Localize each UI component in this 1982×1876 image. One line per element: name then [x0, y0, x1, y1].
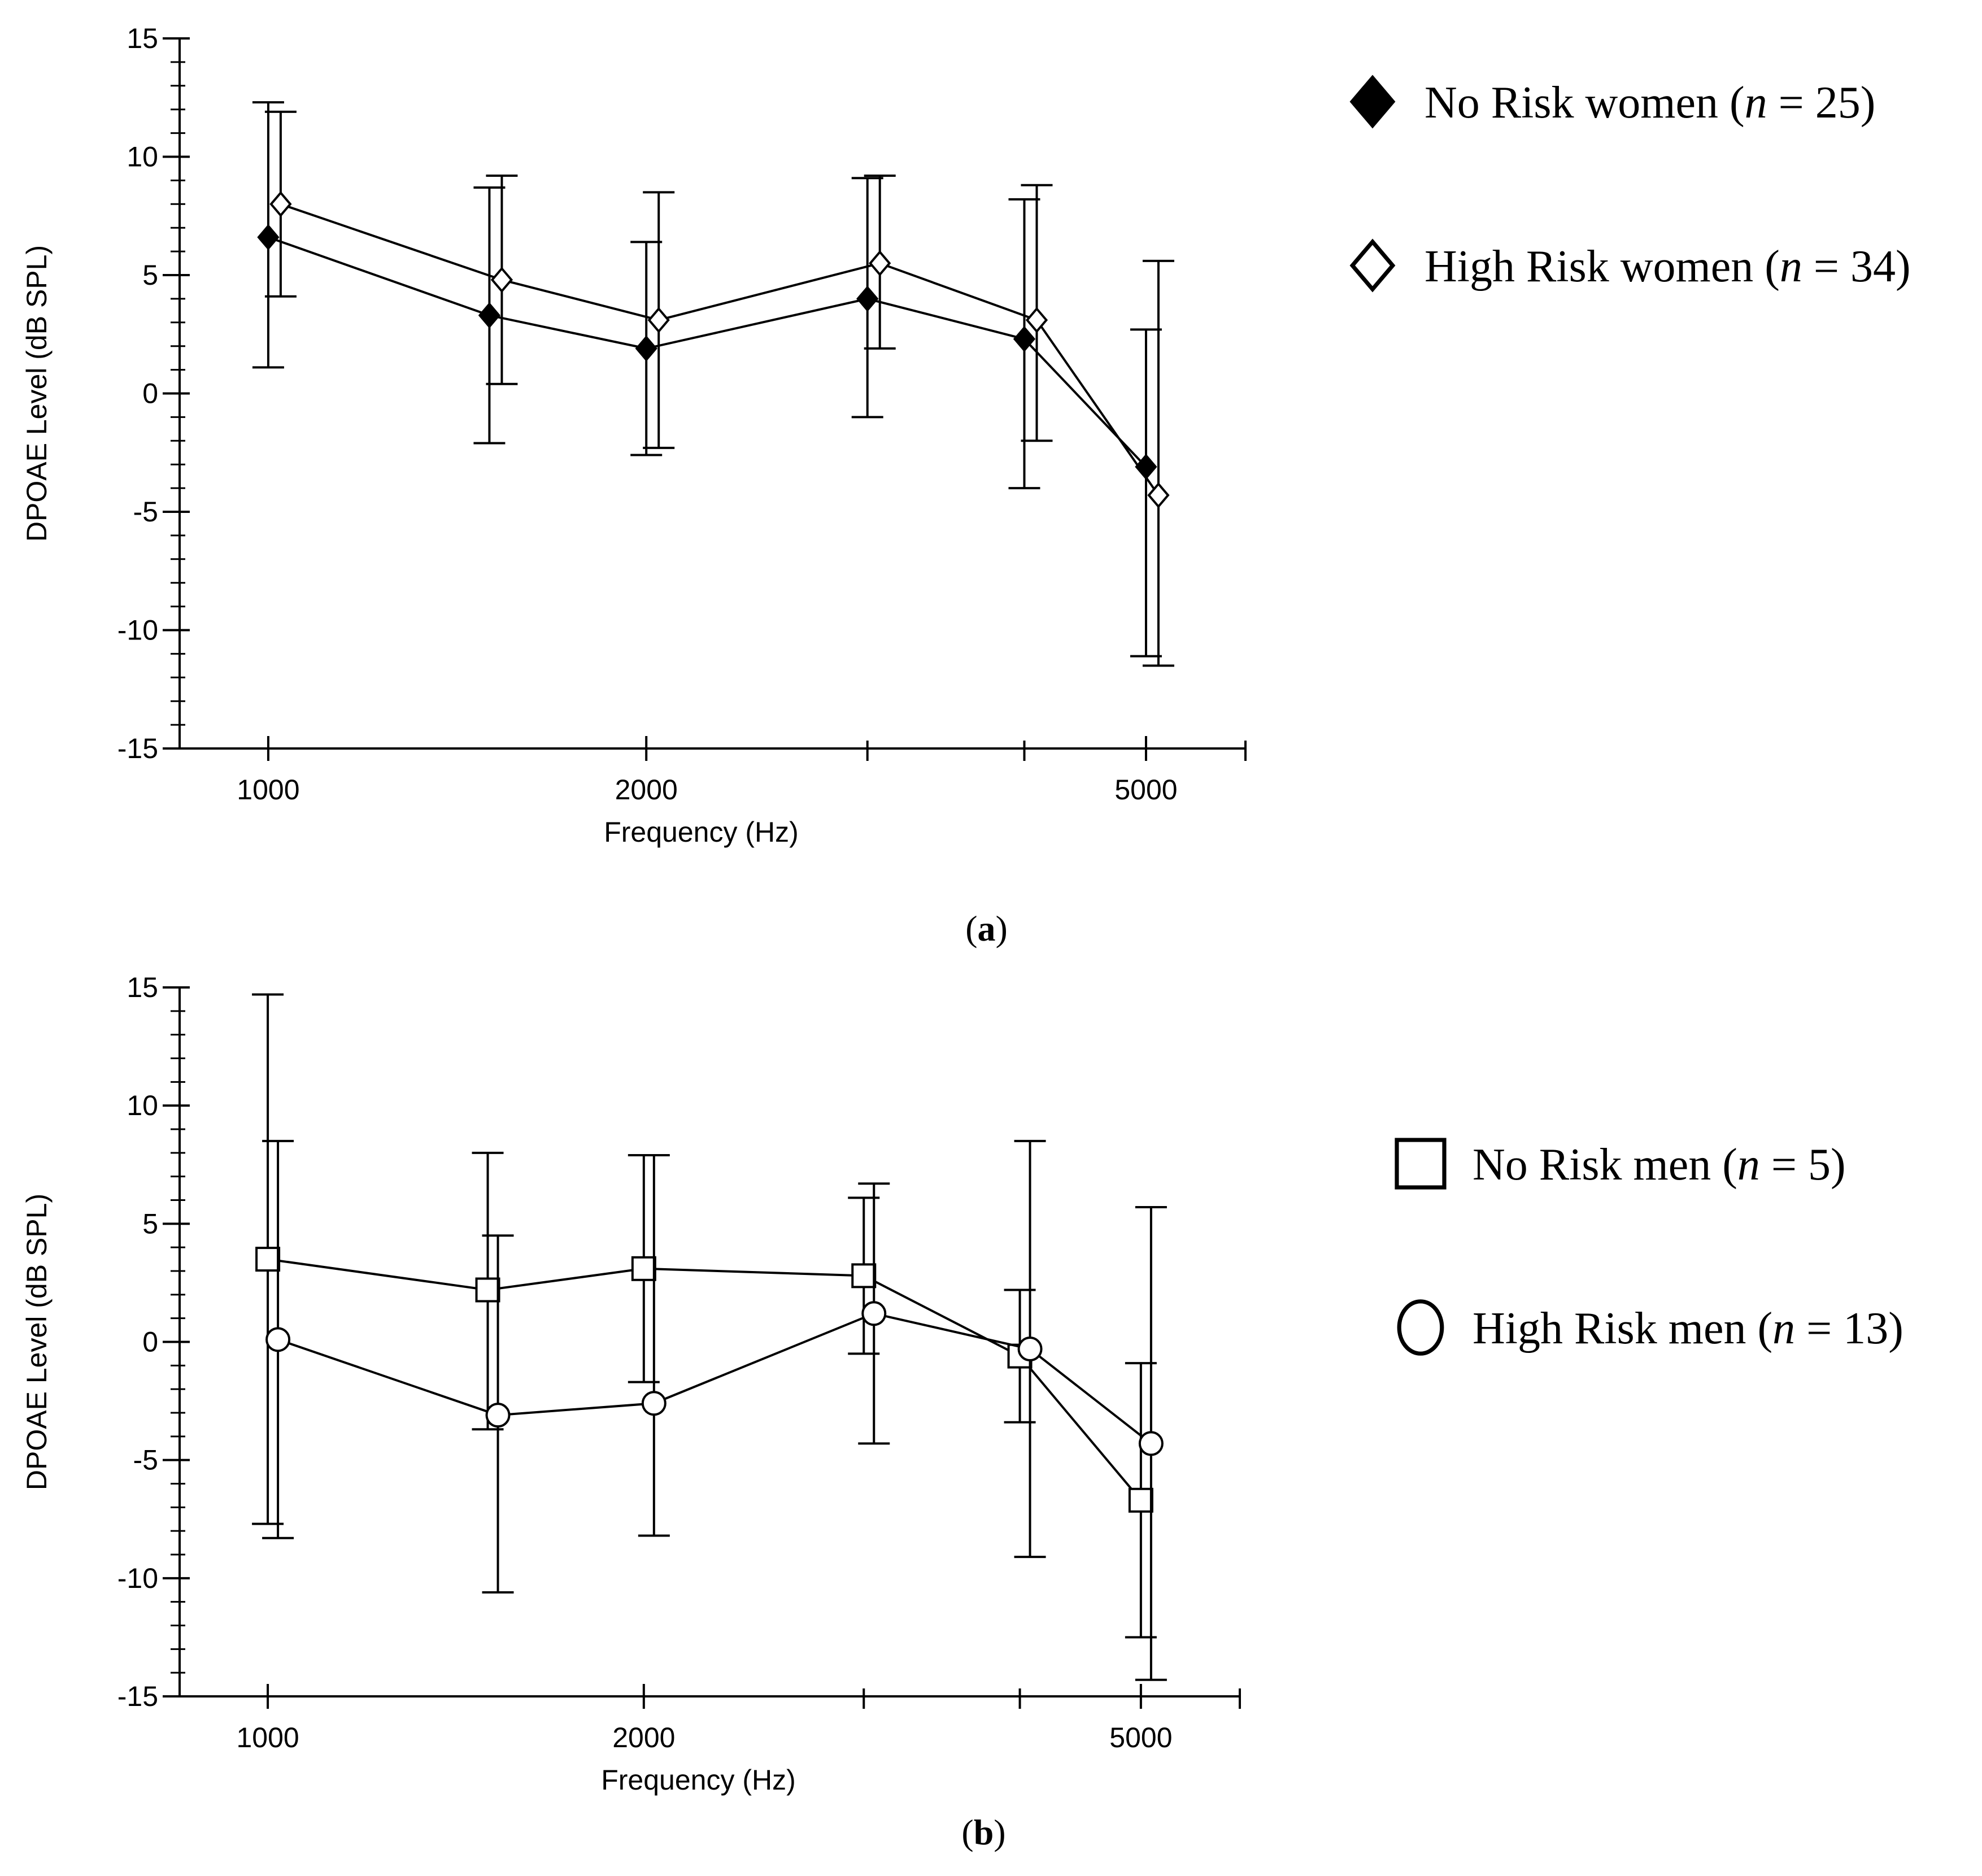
data-point: [1025, 307, 1048, 333]
legend-label: No Risk women (n = 25): [1425, 78, 1875, 128]
data-point: [269, 191, 292, 217]
data-point: [490, 267, 513, 293]
data-point: [647, 307, 670, 333]
x-axis-label: Frequency (Hz): [604, 816, 799, 848]
y-tick-label: -10: [117, 615, 158, 646]
y-axis-label: DPOAE Level (dB SPL): [21, 1194, 53, 1490]
x-tick-label: 5000: [1114, 774, 1177, 806]
y-tick-label: -5: [133, 496, 158, 528]
x-tick-label: 5000: [1109, 1722, 1172, 1753]
x-tick-label: 2000: [615, 774, 678, 806]
data-point: [1017, 1337, 1043, 1362]
y-tick-label: -5: [133, 1444, 158, 1476]
legend-marker: [1349, 75, 1396, 129]
y-tick-label: 5: [142, 1208, 158, 1239]
data-point: [1138, 1431, 1164, 1456]
series-line: [267, 1258, 1142, 1501]
legend-label: No Risk men (n = 5): [1473, 1140, 1846, 1190]
x-tick-label: 1000: [236, 1722, 299, 1753]
y-tick-label: -15: [117, 1681, 158, 1712]
data-point: [641, 1391, 667, 1416]
data-point: [1013, 326, 1036, 352]
x-axis-label: Frequency (Hz): [601, 1764, 796, 1796]
y-tick-label: -10: [117, 1562, 158, 1594]
y-tick-label: 15: [127, 972, 158, 1003]
y-axis-label: DPOAE Level (dB SPL): [21, 245, 53, 542]
data-point: [856, 285, 879, 312]
x-tick-label: 1000: [237, 774, 299, 806]
data-point: [869, 250, 891, 277]
data-point: [851, 1263, 877, 1289]
legend-label: High Risk men (n = 13): [1473, 1304, 1903, 1353]
data-point: [485, 1403, 511, 1428]
data-point: [861, 1301, 887, 1326]
data-point: [1147, 482, 1170, 508]
panel-a: 15 10 5 0 -5 -10 -15 1000 2000 5000 Frequency (Hz)…: [21, 23, 1911, 948]
legend-marker: [1395, 1138, 1447, 1190]
data-point: [635, 335, 657, 362]
data-point: [478, 302, 501, 329]
y-tick-label: 0: [142, 1326, 158, 1358]
panel-caption: (b): [961, 1812, 1005, 1852]
panel-caption: (a): [965, 908, 1008, 948]
y-tick-label: 10: [127, 141, 158, 173]
data-point: [475, 1277, 500, 1303]
x-tick-label: 2000: [612, 1722, 675, 1753]
y-tick-label: 0: [142, 378, 158, 410]
y-tick-label: 5: [142, 259, 158, 291]
legend-marker: [1397, 1299, 1444, 1356]
series-line: [280, 203, 1160, 496]
y-tick-label: 15: [127, 23, 158, 54]
y-tick-label: -15: [117, 733, 158, 764]
legend-marker: [1349, 238, 1396, 293]
panel-b: 15 10 5 0 -5 -10 -15 1000 2000 5000 Frequency (Hz)…: [21, 972, 1903, 1852]
data-point: [1128, 1487, 1153, 1513]
series-line: [268, 236, 1147, 468]
data-point: [631, 1256, 656, 1281]
legend-label: High Risk women (n = 34): [1425, 242, 1911, 291]
data-point: [257, 224, 280, 251]
y-tick-label: 10: [127, 1090, 158, 1121]
data-point: [265, 1327, 291, 1352]
series-line: [277, 1312, 1152, 1444]
data-point: [255, 1247, 281, 1272]
